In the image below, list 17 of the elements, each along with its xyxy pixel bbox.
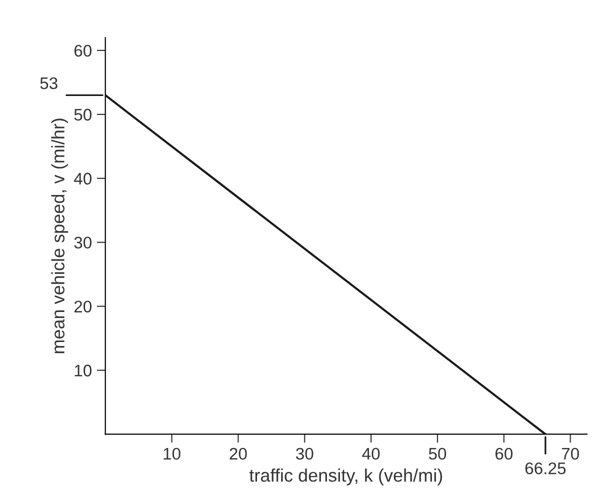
- x-axis-title: traffic density, k (veh/mi): [249, 468, 442, 486]
- x-tick-label: 40: [362, 448, 380, 460]
- x-tick-label: 60: [495, 448, 513, 460]
- y-tick-label: 40: [74, 172, 92, 185]
- annotation: 66.25: [525, 462, 566, 474]
- y-tick-label: 60: [74, 44, 92, 57]
- y-tick-label: 30: [74, 236, 92, 249]
- x-tick-label: 50: [428, 448, 446, 460]
- y-tick-label: 20: [74, 300, 92, 313]
- x-tick-label: 20: [230, 448, 247, 460]
- annotation: 53: [40, 77, 58, 90]
- x-tick-label: 30: [296, 448, 314, 460]
- x-tick-label: 10: [164, 448, 180, 460]
- y-axis-title: mean vehicle speed, v (mi/hr): [51, 118, 68, 354]
- y-tick-label: 50: [74, 108, 92, 121]
- x-tick-label: 70: [562, 448, 579, 460]
- y-tick-label: 10: [74, 364, 92, 376]
